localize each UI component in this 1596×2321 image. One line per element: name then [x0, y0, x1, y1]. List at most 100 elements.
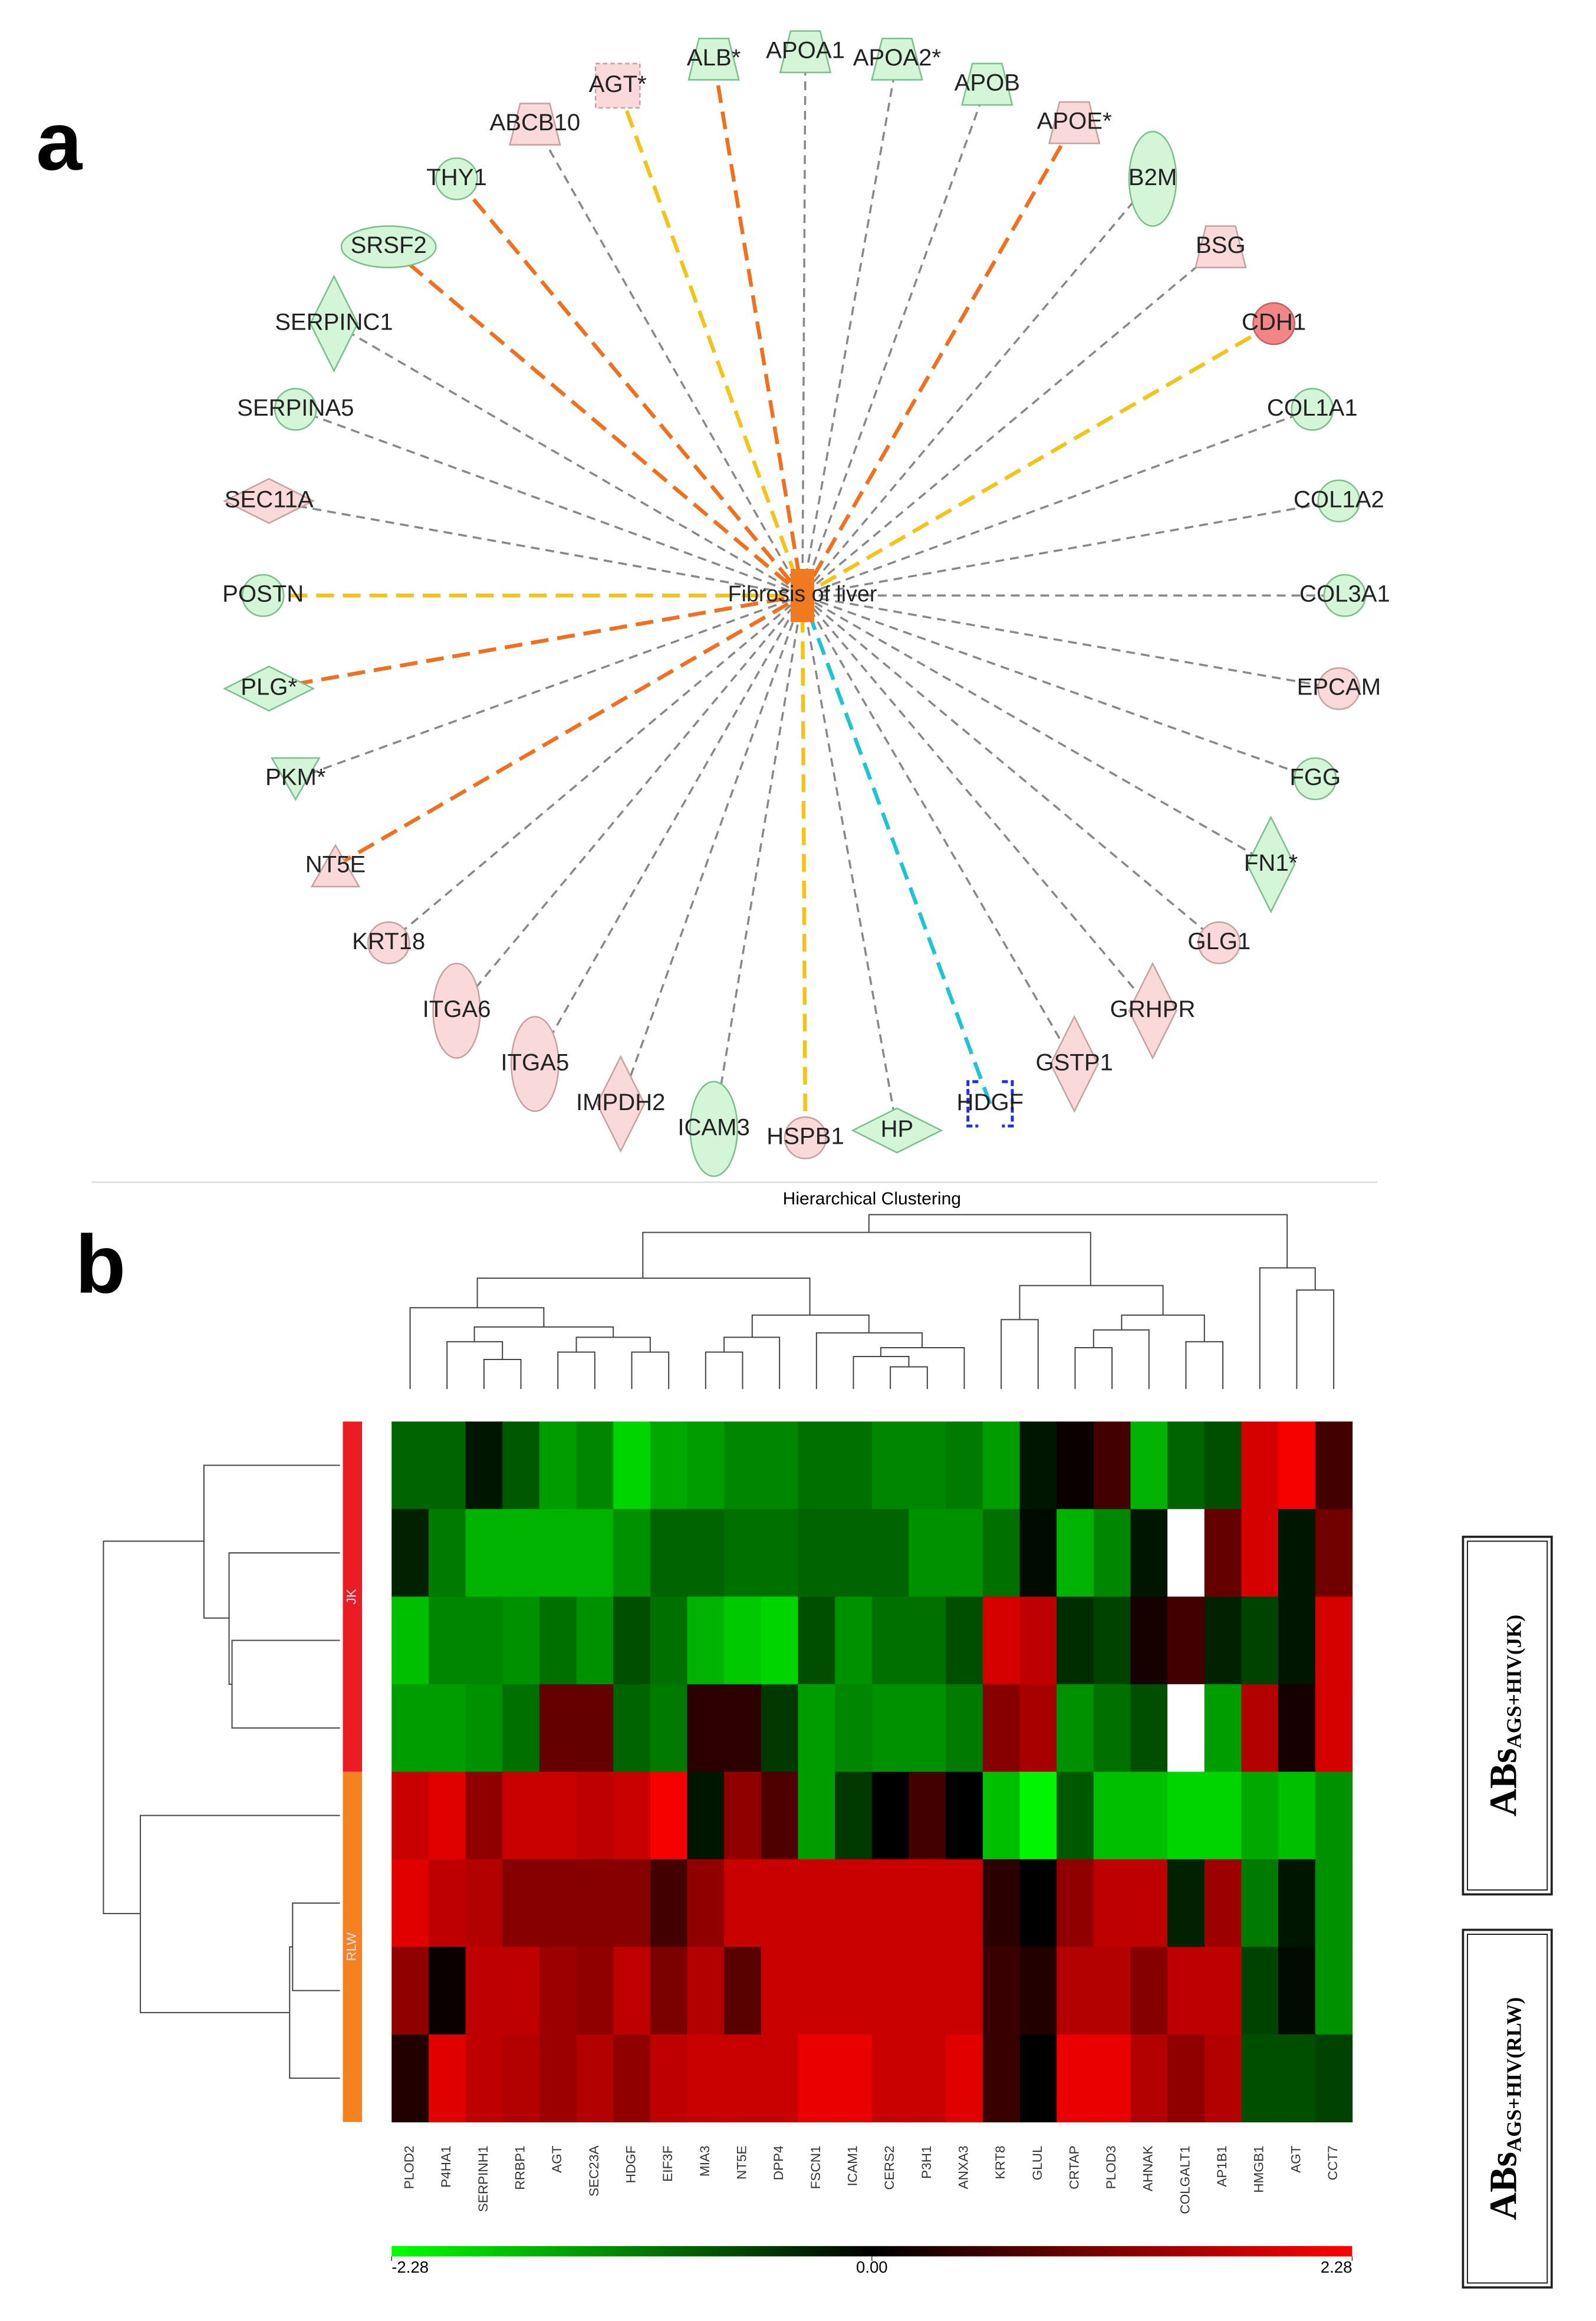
heat-cell [1093, 1509, 1131, 1598]
node-shape [274, 387, 317, 431]
node-shape [1246, 815, 1296, 914]
node-shape [1317, 667, 1361, 710]
edge [334, 594, 804, 868]
heat-cell [613, 2034, 651, 2123]
node-label: HDGF [957, 1089, 1024, 1115]
side-box-inner [1466, 1934, 1548, 2284]
heat-cell [1278, 1596, 1316, 1685]
heat-cell [1241, 1947, 1279, 2035]
node-label: ITGA5 [501, 1049, 569, 1075]
node-label: B2M [1128, 164, 1177, 190]
heat-cell [871, 1596, 910, 1685]
heat-cell [946, 1859, 983, 1948]
heat-cell [1019, 1772, 1057, 1860]
edge [800, 595, 808, 1138]
heat-cell [1204, 1421, 1242, 1510]
heat-cell [1315, 1947, 1353, 2035]
heat-cell [909, 1947, 946, 2035]
heat-cell [1315, 2034, 1353, 2123]
node-shape [1128, 130, 1177, 227]
heat-cell [1057, 2034, 1094, 2123]
node-shape [594, 62, 641, 109]
colorbar-label: 2.28 [1321, 2258, 1353, 2276]
heat-cell [539, 1947, 577, 2035]
side-label: ABsAGS+HIV(RLW) [1483, 1997, 1526, 2220]
heat-cell [613, 1509, 651, 1598]
heat-cell [798, 1859, 835, 1948]
heat-cell [871, 1684, 910, 1773]
column-label: PLOD2 [402, 2145, 417, 2189]
node-label: EPCAM [1297, 674, 1381, 700]
heat-cell [1167, 1509, 1205, 1598]
heat-cell [1315, 1684, 1353, 1773]
panel-label: b [75, 1218, 126, 1311]
heat-cell [1315, 1421, 1353, 1510]
heat-cell [465, 1947, 503, 2035]
heat-cell [391, 1509, 429, 1598]
heat-cell [761, 2034, 799, 2123]
group-bar [343, 1772, 363, 2122]
heat-cell [1167, 1684, 1205, 1773]
node-label: APOE* [1037, 108, 1112, 134]
edge [802, 594, 1316, 780]
edge [268, 593, 803, 691]
node-label: FN1* [1244, 850, 1298, 876]
heat-cell [576, 1509, 614, 1598]
node-label: GRHPR [1110, 996, 1196, 1022]
node-shape [241, 574, 285, 617]
heat-cell [613, 1421, 651, 1510]
heat-cell [982, 1509, 1021, 1598]
node-label: SERPINC1 [275, 310, 393, 335]
node-label: HP [881, 1116, 914, 1142]
heat-cell [798, 1596, 835, 1685]
column-label: DPP4 [771, 2145, 786, 2180]
node-shape [689, 1081, 738, 1177]
node-shape [1291, 387, 1334, 431]
column-label: COLGALT1 [1177, 2145, 1192, 2214]
heat-cell [1057, 1859, 1094, 1948]
heat-cell [613, 1684, 651, 1773]
node-shape [271, 757, 321, 801]
side-label-main: ABs [1483, 1748, 1525, 1816]
heat-cell [871, 1421, 910, 1510]
node-shape [779, 30, 832, 74]
side-box-outer [1462, 1928, 1553, 2289]
heat-cell [1057, 1421, 1094, 1510]
node-label: ITGA6 [423, 996, 491, 1022]
heat-cell [761, 1772, 799, 1860]
node-shape [223, 478, 315, 524]
heat-cell [982, 1772, 1021, 1860]
node-shape [1048, 101, 1101, 144]
panel-label: a [36, 95, 83, 187]
node-label: COL1A2 [1294, 486, 1384, 512]
heat-cell [1315, 1596, 1353, 1685]
side-box-inner [1466, 1540, 1548, 1891]
column-label: RRBP1 [512, 2145, 527, 2190]
center-node [790, 569, 815, 623]
node-shape [340, 225, 437, 268]
heat-cell [391, 2034, 429, 2123]
heat-cell [1315, 1772, 1353, 1860]
heat-cell [391, 1421, 429, 1510]
node-shape [871, 37, 923, 81]
node-label: ICAM3 [677, 1115, 750, 1141]
heat-cell [835, 1596, 873, 1685]
node-label: COL1A1 [1267, 395, 1358, 421]
edge [333, 322, 803, 597]
heat-cell [1241, 1421, 1279, 1510]
edge [801, 51, 807, 596]
node-label: GSTP1 [1035, 1049, 1113, 1075]
heat-cell [1278, 1859, 1316, 1948]
edge [801, 178, 1154, 597]
heat-cell [835, 2034, 873, 2123]
edge [268, 500, 803, 597]
node-label: THY1 [426, 164, 487, 190]
heat-cell [761, 1684, 799, 1773]
column-label: KRT8 [993, 2145, 1008, 2179]
heat-cell [909, 1509, 946, 1598]
node-label: NT5E [305, 851, 366, 877]
row-dendrogram [103, 1464, 340, 2079]
heat-cell [687, 1859, 725, 1948]
nodes: AGT* ALB* APOA1 APOA2* APOB APOE* B2M BSG CDH1 CO… [222, 30, 1390, 1177]
